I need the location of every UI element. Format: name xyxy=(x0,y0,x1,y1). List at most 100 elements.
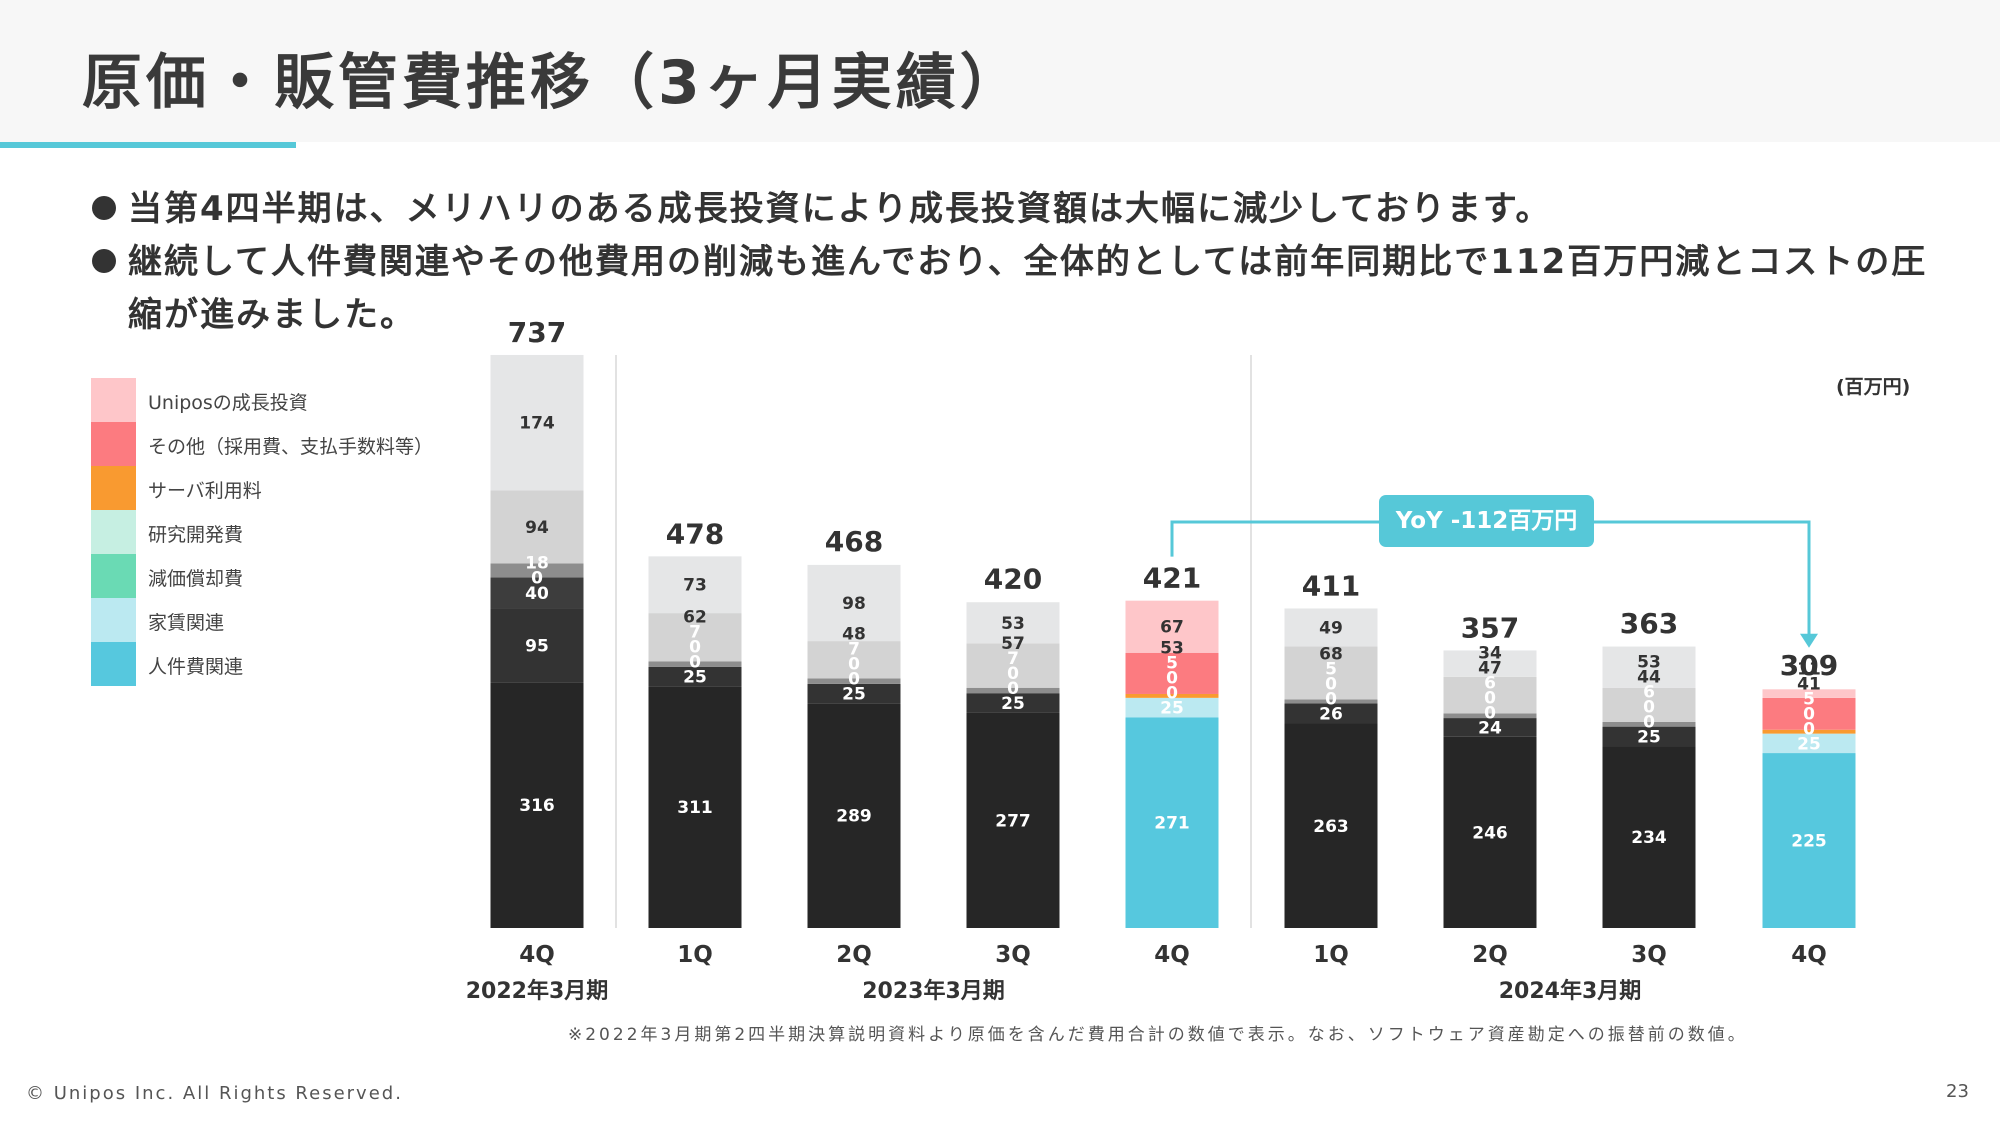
legend-label: 家賃関連 xyxy=(148,612,225,634)
segment-value-label: 25 xyxy=(683,667,707,687)
segment-value-label: 7 xyxy=(689,622,701,642)
bar-segment xyxy=(1284,608,1378,647)
segment-value-label: 0 xyxy=(1007,664,1019,684)
segment-value-label: 40 xyxy=(525,584,549,604)
legend-item: 人件費関連 xyxy=(91,642,511,686)
bar-segment xyxy=(807,683,901,704)
legend-item: 研究開発費 xyxy=(91,510,511,554)
bullet-list: 当第4四半期は、メリハリのある成長投資により成長投資額は大幅に減少しております。… xyxy=(92,183,1952,342)
slide-title: 原価・販管費推移（3ヶ月実績） xyxy=(82,48,1024,118)
segment-value-label: 0 xyxy=(1484,688,1496,708)
bar-total-label: 478 xyxy=(666,517,724,550)
bar-segment xyxy=(490,354,584,491)
bar-segment xyxy=(490,490,584,564)
segment-value-label: 5 xyxy=(1803,689,1815,709)
segment-value-label: 0 xyxy=(848,670,860,690)
bar-segment xyxy=(1443,713,1537,719)
legend-item: 減価償却費 xyxy=(91,554,511,598)
segment-value-label: 73 xyxy=(683,576,707,596)
segment-value-label: 62 xyxy=(683,607,707,627)
legend-item: その他（採用費、支払手数料等） xyxy=(91,422,511,466)
legend-swatch xyxy=(91,466,136,510)
legend-item: サーバ利用料 xyxy=(91,466,511,510)
chart-legend: Uniposの成長投資 その他（採用費、支払手数料等） サーバ利用料 研究開発費… xyxy=(91,378,511,686)
legend-label: Uniposの成長投資 xyxy=(148,392,308,414)
bar-segment xyxy=(648,686,742,928)
bar-segment xyxy=(1602,646,1696,688)
segment-value-label: 26 xyxy=(1319,704,1343,724)
legend-swatch xyxy=(91,642,136,686)
segment-value-label: 0 xyxy=(1325,674,1337,694)
fiscal-year-label: 2024年3月期 xyxy=(1499,978,1642,1004)
bar-segment xyxy=(1125,600,1219,653)
yoy-badge: YoY -112百万円 xyxy=(1379,495,1594,547)
segment-value-label: 0 xyxy=(1166,669,1178,689)
segment-value-label: 271 xyxy=(1154,814,1190,834)
segment-value-label: 25 xyxy=(1001,694,1025,714)
segment-value-label: 263 xyxy=(1313,817,1349,837)
bar-segment xyxy=(1443,736,1537,928)
segment-value-label: 49 xyxy=(1319,618,1343,638)
segment-value-label: 225 xyxy=(1791,832,1827,852)
bar-segment xyxy=(1762,697,1856,730)
segment-value-label: 98 xyxy=(842,594,866,614)
legend-label: 人件費関連 xyxy=(148,656,244,678)
segment-value-label: 0 xyxy=(689,637,701,657)
legend-label: 減価償却費 xyxy=(148,568,244,590)
bar-segment xyxy=(490,682,584,928)
footnote: ※2022年3月期第2四半期決算説明資料より原価を含んだ費用合計の数値で表示。な… xyxy=(568,1025,1748,1045)
bar-segment xyxy=(1762,733,1856,754)
bar-segment xyxy=(490,577,584,609)
segment-value-label: 289 xyxy=(836,807,872,827)
legend-swatch xyxy=(91,378,136,422)
bullet-dot-icon xyxy=(92,249,116,273)
bullet-dot-icon xyxy=(92,196,116,220)
bar-segment xyxy=(807,703,901,928)
page-number: 23 xyxy=(1946,1081,1969,1102)
bullet-item: 当第4四半期は、メリハリのある成長投資により成長投資額は大幅に減少しております。 xyxy=(92,183,1952,236)
x-tick-label: 4Q xyxy=(1154,942,1190,968)
bar-segment xyxy=(807,641,901,679)
yoy-arrow-head-icon xyxy=(1800,633,1818,648)
segment-value-label: 7 xyxy=(848,640,860,660)
bar-total-label: 468 xyxy=(825,525,883,558)
segment-value-label: 0 xyxy=(1803,704,1815,724)
bar-segment xyxy=(1443,650,1537,677)
bar-segment xyxy=(1284,699,1378,704)
segment-value-label: 6 xyxy=(1484,673,1496,693)
segment-value-label: 0 xyxy=(1643,712,1655,732)
legend-item: 家賃関連 xyxy=(91,598,511,642)
segment-value-label: 25 xyxy=(1637,727,1661,747)
bar-segment xyxy=(648,661,742,667)
bar-segment xyxy=(1125,697,1219,718)
bar-segment xyxy=(966,712,1060,928)
segment-value-label: 277 xyxy=(995,811,1031,831)
segment-value-label: 47 xyxy=(1478,658,1502,678)
bar-segment xyxy=(966,602,1060,644)
bar-segment xyxy=(1443,676,1537,714)
bar-segment xyxy=(1602,687,1696,722)
segment-value-label: 0 xyxy=(1643,697,1655,717)
bar-segment xyxy=(1125,717,1219,928)
segment-value-label: 95 xyxy=(525,636,549,656)
bar-segment xyxy=(966,687,1060,694)
x-tick-label: 1Q xyxy=(677,942,713,968)
bar-segment xyxy=(490,563,584,578)
bar-segment xyxy=(490,608,584,683)
segment-value-label: 5 xyxy=(1325,659,1337,679)
segment-value-label: 53 xyxy=(1637,652,1661,672)
segment-value-label: 68 xyxy=(1319,644,1343,664)
bar-segment xyxy=(1125,693,1219,698)
bar-segment xyxy=(648,613,742,662)
bar-segment xyxy=(807,564,901,642)
segment-value-label: 53 xyxy=(1160,639,1184,659)
segment-value-label: 18 xyxy=(525,553,549,573)
bar-segment xyxy=(1762,689,1856,698)
bar-total-label: 737 xyxy=(508,316,566,349)
bar-segment xyxy=(966,643,1060,688)
segment-value-label: 53 xyxy=(1001,614,1025,634)
legend-swatch xyxy=(91,598,136,642)
segment-value-label: 0 xyxy=(1803,719,1815,739)
legend-label: 研究開発費 xyxy=(148,524,244,546)
bar-segment xyxy=(648,556,742,614)
